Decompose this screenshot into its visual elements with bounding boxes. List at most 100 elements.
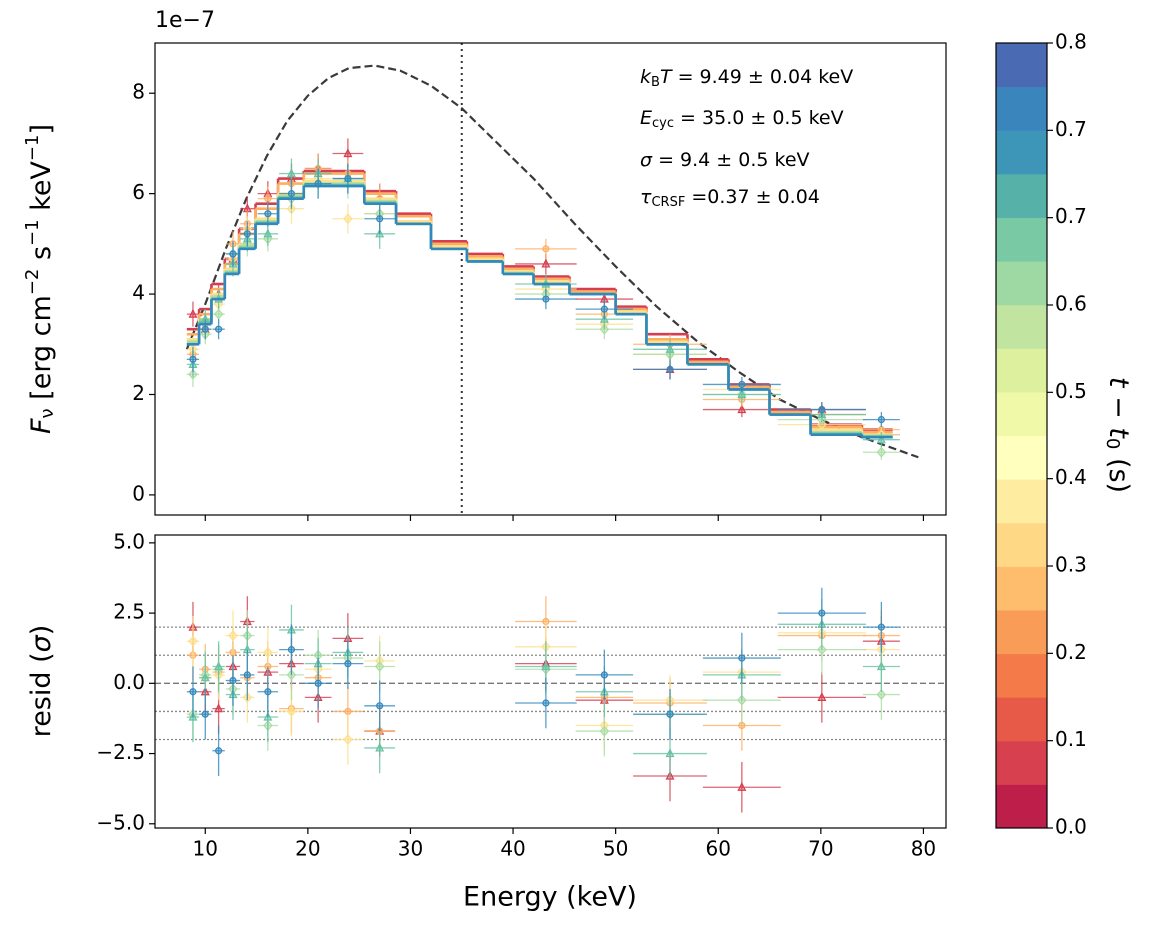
marker: [343, 148, 353, 158]
marker: [264, 195, 272, 203]
x-tick-label: 60: [706, 837, 731, 861]
marker: [188, 635, 198, 647]
colorbar-tick-label: 0.1: [1055, 727, 1087, 751]
y-tick-label: −5.0: [96, 810, 145, 834]
annotation: τCRSF =0.37 ± 0.04: [640, 186, 820, 210]
marker: [666, 710, 674, 718]
x-tick-label: 20: [295, 837, 320, 861]
colorbar-tick-label: 0.2: [1055, 640, 1087, 664]
marker: [243, 671, 251, 679]
colorbar-tick-label: 0.7: [1055, 117, 1087, 141]
colorbar-tick-label: 0.7: [1055, 204, 1087, 228]
colorbar-band: [996, 348, 1047, 393]
marker: [376, 702, 384, 710]
colorbar-band: [996, 261, 1047, 306]
plot-area: [155, 587, 946, 813]
marker: [214, 703, 224, 713]
colorbar-tick-label: 0.8: [1055, 30, 1087, 54]
marker: [665, 343, 675, 353]
axes-frame: [154, 534, 947, 829]
marker: [876, 446, 887, 458]
offset-text: 1e−7: [155, 8, 215, 33]
marker: [541, 661, 551, 671]
x-tick-label: 70: [808, 837, 833, 861]
marker: [287, 646, 296, 654]
y-axis-label: Fν [erg cm−2 s−1 keV−1]: [22, 124, 58, 434]
y-tick-label: 6: [132, 180, 145, 204]
marker: [877, 623, 885, 631]
colorbar-frame: [995, 42, 1048, 829]
colorbar-band: [996, 784, 1047, 829]
marker: [213, 308, 224, 320]
colorbar-band: [996, 217, 1047, 262]
axes-frame: [154, 42, 947, 516]
marker: [229, 676, 237, 685]
marker: [375, 742, 385, 752]
colorbar-tick-label: 0.0: [1055, 815, 1087, 839]
marker: [376, 215, 384, 223]
marker: [286, 168, 296, 178]
series: [186, 599, 900, 779]
marker: [287, 190, 296, 198]
colorbar-band: [996, 304, 1047, 349]
colorbar-label: t − t0 (s): [1102, 377, 1135, 493]
marker: [344, 660, 352, 668]
colorbar-band: [996, 391, 1047, 436]
y-axis-label: resid (σ): [26, 625, 57, 738]
marker: [876, 689, 887, 700]
marker: [599, 323, 610, 335]
series: [186, 587, 900, 777]
x-tick-label: 80: [911, 837, 936, 861]
marker: [344, 707, 352, 716]
y-tick-label: 5.0: [113, 529, 145, 553]
y-tick-label: 4: [132, 281, 145, 305]
marker: [666, 365, 674, 373]
marker: [600, 305, 608, 313]
marker: [541, 258, 551, 268]
marker: [314, 179, 322, 188]
marker: [737, 404, 747, 414]
marker: [818, 405, 826, 414]
y-tick-label: −2.5: [96, 740, 145, 764]
marker: [876, 434, 886, 444]
colorbar-band: [996, 479, 1047, 524]
colorbar-tick-label: 0.3: [1055, 553, 1087, 577]
colorbar-band: [996, 740, 1047, 785]
marker: [817, 644, 827, 656]
marker: [344, 174, 352, 183]
marker: [599, 725, 610, 737]
colorbar-band: [996, 653, 1047, 698]
marker: [738, 654, 746, 662]
colorbar-band: [996, 173, 1047, 218]
marker: [600, 671, 608, 679]
annotation: σ = 9.4 ± 0.5 keV: [640, 149, 810, 171]
marker: [215, 747, 223, 755]
marker: [314, 679, 322, 687]
marker: [817, 692, 827, 701]
y-tick-label: 2: [132, 381, 145, 405]
x-tick-label: 40: [500, 837, 525, 861]
marker: [542, 699, 550, 707]
colorbar-band: [996, 130, 1047, 175]
marker: [264, 210, 272, 218]
model-curve: [185, 64, 919, 459]
marker: [343, 734, 353, 745]
annotation: Ecyc = 35.0 ± 0.5 keV: [640, 107, 844, 131]
colorbar-tick-label: 0.4: [1055, 465, 1087, 489]
marker: [201, 325, 209, 333]
marker: [200, 672, 210, 682]
marker: [737, 389, 747, 399]
marker: [264, 688, 272, 696]
series: [186, 163, 900, 439]
colorbar-band: [996, 609, 1047, 655]
marker: [189, 688, 197, 696]
colorbar-band: [996, 435, 1047, 480]
y-tick-label: 0.0: [113, 670, 145, 694]
marker: [228, 630, 238, 641]
marker: [665, 748, 675, 758]
marker: [189, 355, 197, 363]
x-tick-label: 50: [603, 837, 628, 861]
marker: [542, 295, 550, 303]
colorbar-band: [996, 697, 1047, 742]
